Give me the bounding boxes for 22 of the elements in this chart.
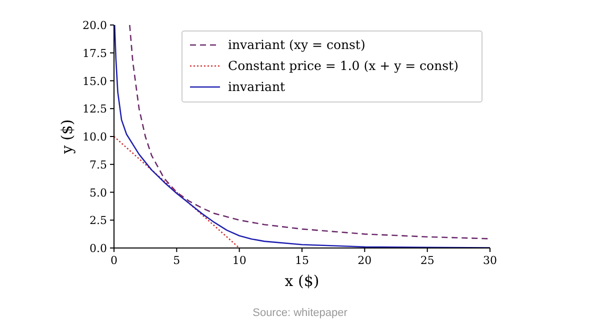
y-tick-label: 17.5 <box>82 46 107 60</box>
x-tick-label: 30 <box>483 254 497 267</box>
legend-label: invariant <box>228 79 286 94</box>
x-tick-label: 10 <box>232 254 246 267</box>
x-tick-label: 5 <box>173 254 180 267</box>
source-note: Source: whitepaper <box>252 307 348 319</box>
y-tick-label: 7.5 <box>90 158 107 172</box>
y-tick-label: 20.0 <box>82 19 107 32</box>
x-axis-title: x ($) <box>284 272 320 290</box>
y-tick-label: 0.0 <box>90 242 107 255</box>
y-axis-title: y ($) <box>58 119 76 155</box>
y-tick-label: 12.5 <box>82 102 107 116</box>
legend-label: invariant (xy = const) <box>228 37 366 52</box>
y-tick-label: 5.0 <box>90 186 107 200</box>
y-tick-label: 2.5 <box>90 214 107 228</box>
x-tick-label: 0 <box>110 254 118 267</box>
y-tick-label: 10.0 <box>82 130 107 144</box>
y-tick-label: 15.0 <box>82 74 107 88</box>
legend-label: Constant price = 1.0 (x + y = const) <box>228 58 458 73</box>
x-tick-label: 25 <box>420 254 434 267</box>
x-tick-label: 15 <box>295 254 309 267</box>
x-tick-label: 20 <box>358 254 372 267</box>
